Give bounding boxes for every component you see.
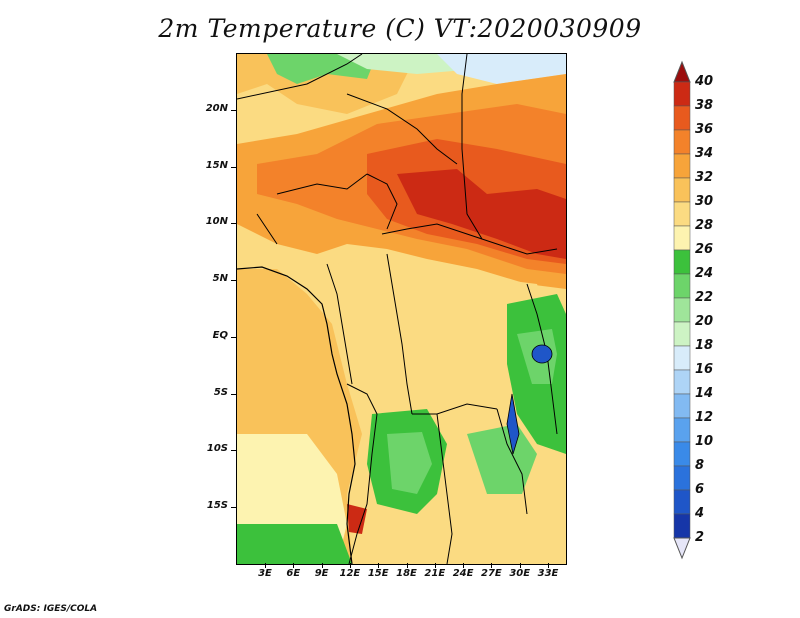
lat-tick (231, 393, 236, 395)
colorbar-band (673, 273, 691, 299)
lat-label: 15S (206, 499, 228, 511)
colorbar-tick-label: 36 (695, 122, 714, 137)
namibia-coast-hot-region (347, 504, 367, 534)
colorbar-band (673, 369, 691, 395)
lon-tick (491, 563, 493, 568)
colorbar-tick-label: 34 (695, 146, 714, 161)
lon-label: 27E (481, 568, 502, 579)
lon-tick (548, 563, 549, 568)
colorbar-band (673, 417, 691, 443)
colorbar-tick-label: 28 (695, 218, 714, 233)
colorbar-band (673, 201, 691, 227)
colorbar-band (673, 393, 691, 419)
lat-tick (231, 450, 236, 452)
lon-label: 33E (537, 568, 559, 579)
lon-label: 18E (396, 568, 417, 579)
lon-label: 9E (314, 568, 329, 579)
colorbar-tick-label: 16 (695, 362, 714, 377)
lon-label: 21E (424, 568, 446, 579)
lat-label: 10N (205, 216, 228, 228)
colorbar-band (673, 177, 691, 203)
colorbar-band (673, 105, 691, 131)
lat-tick (231, 223, 236, 225)
colorbar-band (673, 345, 691, 371)
colorbar-tick-label: 30 (695, 194, 714, 209)
lon-tick (293, 563, 295, 568)
colorbar-tick-label: 12 (695, 410, 714, 425)
colorbar-band (673, 81, 691, 107)
lake-tanganyika (506, 393, 520, 455)
colorbar-tick-label: 26 (695, 242, 714, 257)
colorbar-tick-label: 6 (695, 482, 705, 497)
colorbar-tick-label: 10 (695, 434, 714, 449)
lat-tick (231, 506, 236, 508)
lon-tick (378, 563, 380, 568)
lat-label: 5N (212, 273, 228, 285)
lon-tick (265, 563, 266, 568)
colorbar-tick-label: 2 (695, 530, 705, 545)
lat-tick (231, 110, 236, 111)
colorbar-band (673, 297, 691, 323)
lon-tick (463, 563, 465, 568)
colorbar-tick-label: 32 (695, 170, 714, 185)
colorbar-band (673, 153, 691, 179)
temperature-map (237, 54, 566, 564)
chart-title: 2m Temperature (C) VT:2020030909 (158, 14, 642, 43)
colorbar (673, 60, 691, 560)
lat-label: 5S (213, 386, 228, 398)
colorbar-tick-label: 38 (695, 98, 714, 113)
colorbar-band (673, 513, 691, 539)
colorbar-band (673, 129, 691, 155)
lon-label: 15E (367, 568, 389, 579)
southern-plateau-light-region (387, 432, 432, 494)
lon-tick (434, 563, 436, 568)
ocean-cool-region (237, 524, 352, 564)
lon-label: 6E (286, 568, 301, 579)
lat-tick (231, 166, 236, 168)
lat-label: EQ (212, 329, 228, 341)
colorbar-tick-label: 40 (695, 74, 714, 89)
colorbar-band (673, 249, 691, 275)
lake-victoria (531, 344, 553, 364)
northeast-light-region (437, 54, 566, 84)
north-green-region (267, 54, 377, 84)
credit-text: GrADS: IGES/COLA (4, 604, 98, 614)
colorbar-tick-label: 4 (695, 506, 705, 521)
colorbar-tick-label: 20 (695, 314, 714, 329)
lat-tick (231, 336, 236, 338)
lon-label: 30E (509, 568, 531, 579)
colorbar-band (673, 489, 691, 515)
central-mild-region (327, 259, 547, 424)
lon-label: 12E (339, 568, 361, 579)
lat-label: 10S (206, 443, 228, 455)
coastline (237, 266, 356, 564)
colorbar-tick-label: 14 (695, 386, 714, 401)
colorbar-band (673, 225, 691, 251)
colorbar-band (673, 321, 691, 347)
map-panel (236, 53, 567, 565)
lon-label: 24E (452, 568, 474, 579)
colorbar-under-triangle (673, 537, 691, 560)
lon-label: 3E (258, 568, 272, 579)
lon-tick (321, 563, 323, 568)
colorbar-band (673, 441, 691, 467)
colorbar-over-triangle (673, 60, 691, 83)
lat-tick (231, 280, 236, 282)
colorbar-tick-label: 18 (695, 338, 714, 353)
colorbar-tick-label: 24 (695, 266, 714, 281)
colorbar-tick-label: 8 (695, 458, 705, 473)
zambia-region (467, 424, 537, 494)
lon-tick (349, 563, 351, 568)
colorbar-band (673, 465, 691, 491)
core-hot-region (397, 169, 566, 259)
country-borders (237, 54, 558, 564)
lat-label: 20N (205, 103, 228, 114)
lon-tick (519, 563, 521, 568)
lon-tick (406, 563, 408, 568)
colorbar-tick-label: 22 (695, 290, 714, 305)
lat-label: 15N (205, 159, 228, 171)
